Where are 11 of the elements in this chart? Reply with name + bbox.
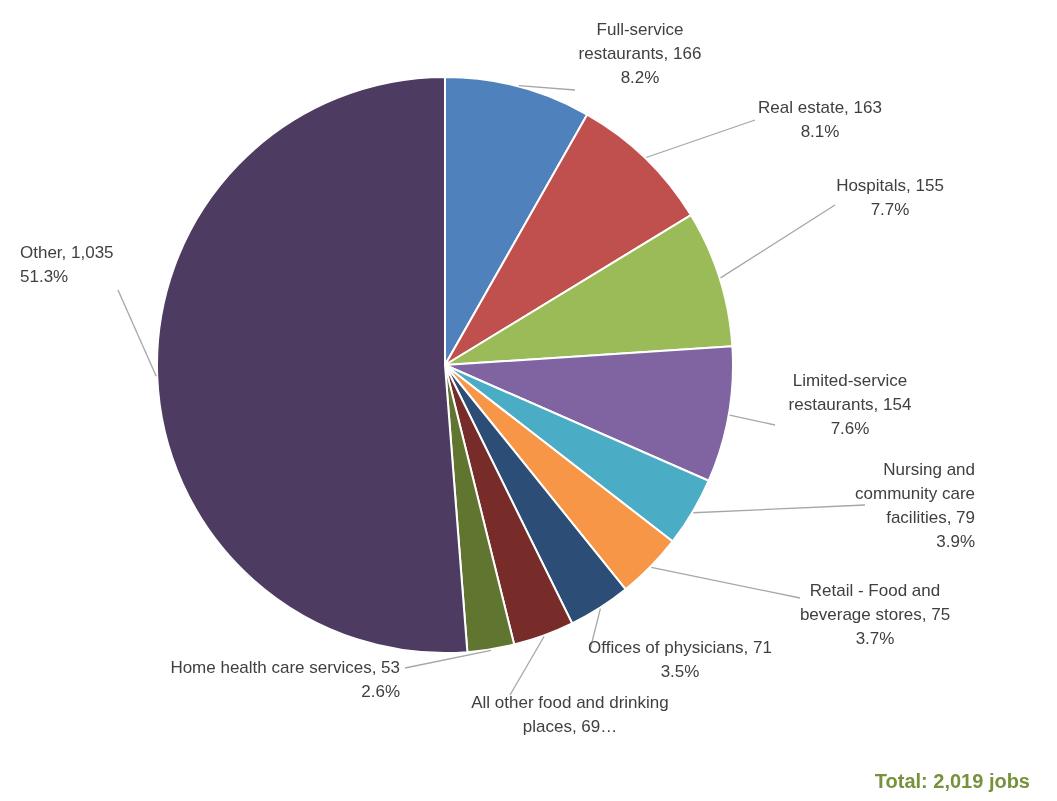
slice-label: Real estate, 163 8.1%: [758, 98, 882, 141]
slice-label: Other, 1,035 51.3%: [20, 243, 114, 286]
slice-label: Full-service restaurants, 166 8.2%: [578, 20, 702, 87]
slice-label: Nursing and community care facilities, 79 3.9%: [855, 460, 975, 551]
slice-label: Hospitals, 155 7.7%: [836, 176, 944, 219]
slice-label: Retail - Food and beverage stores, 75 3.7%: [799, 581, 951, 648]
text: Total: 2,019 jobs: [874, 770, 1030, 792]
slice-label: Limited-service restaurants, 154 7.6%: [788, 371, 912, 438]
slice-label: All other food and drinking places, 69…: [471, 693, 669, 736]
slice-label: Home health care services, 53 2.6%: [170, 658, 400, 701]
slice-label: Offices of physicians, 71 3.5%: [588, 638, 772, 681]
